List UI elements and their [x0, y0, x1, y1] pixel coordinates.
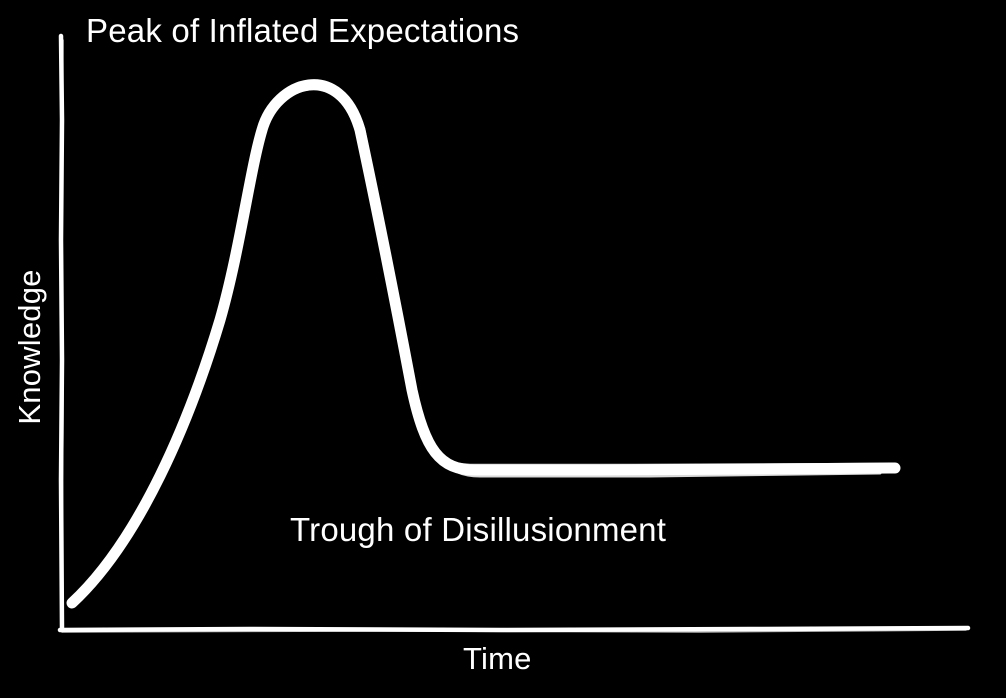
trough-annotation: Trough of Disillusionment [290, 511, 667, 548]
x-axis-label: Time [463, 641, 532, 676]
axes [57, 33, 971, 633]
hype-curve [66, 79, 901, 609]
hype-curve-rough-1 [68, 81, 882, 608]
y-axis-label: Knowledge [12, 269, 47, 425]
x-axis-line [57, 625, 971, 633]
hype-curve-rough-2 [74, 87, 892, 600]
peak-annotation: Peak of Inflated Expectations [86, 12, 520, 49]
y-axis-line [58, 33, 65, 633]
y-axis-line-rough [61, 39, 64, 627]
x-axis-line-rough [61, 629, 967, 633]
